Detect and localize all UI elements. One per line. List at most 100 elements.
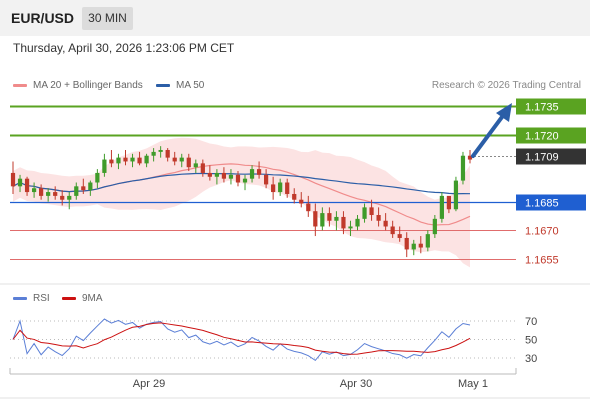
legend-ma20: MA 20 + Bollinger Bands xyxy=(13,80,143,91)
candle-body xyxy=(418,243,423,248)
symbol-label[interactable]: EUR/USD xyxy=(11,10,75,26)
candle-body xyxy=(235,174,241,183)
candle-body xyxy=(123,157,128,162)
candle-body xyxy=(369,207,374,216)
x-label-may1: May 1 xyxy=(458,378,488,390)
resistance-2-value: 1.1735 xyxy=(525,102,559,114)
x-axis: Apr 29 Apr 30 May 1 xyxy=(9,368,517,390)
research-credit: Research © 2026 Trading Central xyxy=(431,80,581,91)
candle-body xyxy=(102,159,107,173)
rsi-level-label: 30 xyxy=(525,353,537,365)
legend-9ma-label: 9MA xyxy=(82,293,103,304)
candle-body xyxy=(348,226,353,229)
candle-body xyxy=(362,207,367,219)
ma50-line xyxy=(12,172,471,195)
ma50-swatch-icon xyxy=(156,83,170,87)
candle-body xyxy=(263,174,269,185)
ma9-swatch-icon xyxy=(62,296,76,300)
candle-body xyxy=(467,155,473,160)
candle-body xyxy=(53,192,58,196)
candle-body xyxy=(249,169,255,179)
candle-body xyxy=(271,184,276,193)
candles xyxy=(10,146,473,258)
candle-body xyxy=(39,188,44,196)
candle-body xyxy=(334,216,339,221)
candle-body xyxy=(200,163,205,173)
rsi-ma-line xyxy=(12,322,471,355)
bollinger-fill xyxy=(13,137,470,268)
candle-body xyxy=(446,195,452,210)
candle-body xyxy=(285,182,290,194)
rsi-line xyxy=(12,318,471,362)
pivot-tag xyxy=(516,194,586,211)
candle-body xyxy=(144,155,149,164)
rsi-swatch-icon xyxy=(13,296,27,300)
candle-body xyxy=(116,157,121,164)
legend-9ma: 9MA xyxy=(62,293,103,304)
candle-body xyxy=(81,186,86,191)
timeframe-button[interactable]: 30 MIN xyxy=(82,7,133,30)
candle-body xyxy=(60,195,65,200)
candle-body xyxy=(327,213,332,221)
price-levels xyxy=(10,105,516,260)
support-1-value: 1.1670 xyxy=(525,226,559,238)
legend-rsi: RSI xyxy=(13,293,50,304)
candle-body xyxy=(404,237,409,250)
candle-body xyxy=(453,180,459,210)
candle-body xyxy=(376,215,381,221)
candle-body xyxy=(299,199,304,204)
resistance-1-value: 1.1720 xyxy=(525,131,559,143)
candle-body xyxy=(439,195,444,219)
candle-body xyxy=(221,172,227,179)
chart-timestamp: Thursday, April 30, 2026 1:23:06 PM CET xyxy=(13,41,235,55)
candle-body xyxy=(397,234,402,238)
legend-ma20-label: MA 20 + Bollinger Bands xyxy=(33,80,143,91)
candle-body xyxy=(172,157,177,162)
candle-body xyxy=(186,157,191,168)
pivot-value: 1.1685 xyxy=(525,198,559,210)
candle-body xyxy=(24,178,30,193)
candle-body xyxy=(151,151,156,156)
candle-body xyxy=(67,195,72,200)
x-label-apr30: Apr 30 xyxy=(340,378,372,390)
candle-body xyxy=(179,157,184,162)
candle-body xyxy=(383,220,388,227)
support-2-value: 1.1655 xyxy=(525,255,559,267)
candle-body xyxy=(390,226,395,235)
candle-body xyxy=(137,157,142,164)
candle-body xyxy=(313,211,318,227)
legend-ma50-label: MA 50 xyxy=(176,80,205,91)
current-price-tag xyxy=(516,148,586,165)
ma20-swatch-icon xyxy=(13,83,27,87)
rsi-level-label: 70 xyxy=(525,316,537,328)
legend-ma50: MA 50 xyxy=(156,80,204,91)
candle-body xyxy=(165,149,170,158)
candle-body xyxy=(292,193,297,200)
level-tags: 1.1735 1.1720 1.1685 1.1670 1.1655 1.1709 xyxy=(516,98,586,267)
rsi-level-label: 50 xyxy=(525,335,537,347)
candle-body xyxy=(341,216,346,229)
candle-body xyxy=(460,155,466,181)
projection-arrow-icon xyxy=(471,103,512,158)
candle-body xyxy=(130,157,135,162)
legend-rsi-label: RSI xyxy=(33,293,50,304)
rsi-panel: 70 50 30 xyxy=(10,316,537,365)
candle-body xyxy=(228,174,234,179)
resistance-1-tag xyxy=(516,127,586,144)
candle-body xyxy=(256,169,262,175)
candle-body xyxy=(46,192,51,196)
candle-body xyxy=(10,172,16,187)
resistance-2-tag xyxy=(516,98,586,115)
candle-body xyxy=(242,178,248,183)
candle-body xyxy=(158,149,163,152)
candle-body xyxy=(355,218,360,227)
candle-body xyxy=(278,182,283,193)
candle-body xyxy=(432,218,437,235)
chart-header-bar: EUR/USD 30 MIN xyxy=(0,0,590,36)
candle-body xyxy=(193,163,198,168)
bollinger-band xyxy=(13,137,470,268)
candle-body xyxy=(320,213,325,227)
candle-body xyxy=(88,182,93,191)
candle-body xyxy=(31,188,37,193)
